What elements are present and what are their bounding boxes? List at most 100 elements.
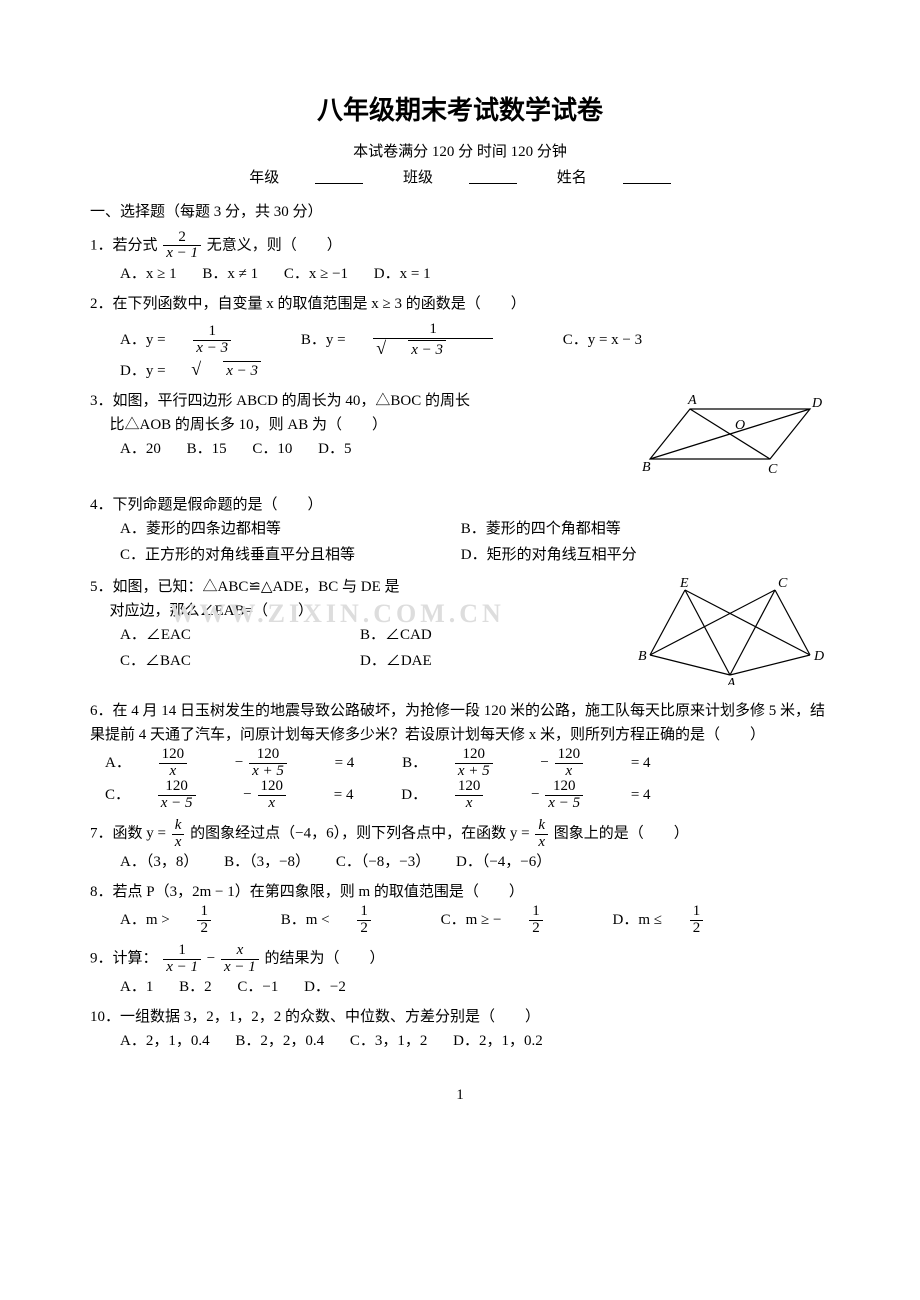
q10-opt-c: C．3，1，2	[350, 1029, 428, 1053]
svg-text:C: C	[768, 462, 778, 477]
page-title: 八年级期末考试数学试卷	[90, 90, 830, 132]
q8-stem: 8．若点 P（3，2m − 1）在第四象限，则 m 的取值范围是（ ）	[90, 880, 830, 904]
q2-opt-b: B．y = 1 √x − 3	[301, 322, 537, 359]
question-1: 1．若分式 2 x − 1 无意义，则（ ） A．x ≥ 1 B．x ≠ 1 C…	[90, 230, 830, 287]
opt-label: B．y =	[301, 328, 346, 352]
q4-opt-a: A．菱形的四条边都相等	[120, 517, 461, 541]
q3-opt-d: D．5	[318, 437, 351, 461]
svg-text:D: D	[811, 396, 822, 411]
sqrt: √x − 3	[376, 339, 468, 359]
opt-label: D．	[401, 783, 427, 807]
q3-opt-c: C．10	[252, 437, 292, 461]
svg-text:E: E	[679, 576, 689, 591]
q6-opt-a: A． 120x − 120x + 5 = 4	[105, 747, 376, 780]
numerator: 2	[163, 230, 201, 247]
question-6: 6．在 4 月 14 日玉树发生的地震导致公路破坏，为抢修一段 120 米的公路…	[90, 699, 830, 812]
q9-stem-b: 的结果为（ ）	[265, 951, 385, 967]
denominator: x − 1	[163, 246, 201, 262]
subtitle: 本试卷满分 120 分 时间 120 分钟	[90, 140, 830, 164]
q10-opt-b: B．2，2，0.4	[235, 1029, 324, 1053]
q2-stem: 2．在下列函数中，自变量 x 的取值范围是 x ≥ 3 的函数是（ ）	[90, 292, 830, 316]
opt-label: D．m ≤	[612, 908, 661, 932]
minus: −	[207, 951, 219, 967]
q7-opt-c: C．（−8，−3）	[336, 850, 430, 874]
sqrt: √x − 3	[191, 359, 283, 383]
q6-opt-c: C． 120x − 5 − 120x = 4	[105, 779, 375, 812]
svg-text:C: C	[778, 576, 788, 591]
q4-opt-c: C．正方形的对角线垂直平分且相等	[120, 543, 461, 567]
svg-text:A: A	[687, 393, 697, 408]
page-number: 1	[90, 1083, 830, 1107]
svg-text:B: B	[642, 460, 651, 475]
q9-stem-a: 9．计算：	[90, 951, 158, 967]
q3-opt-a: A．20	[120, 437, 161, 461]
q9-opt-b: B．2	[179, 975, 212, 999]
eq: = 4	[631, 783, 651, 807]
fraction: 1 x − 3	[193, 324, 253, 357]
q4-stem: 4．下列命题是假命题的是（ ）	[90, 493, 830, 517]
q5-figure: E C B D A	[630, 575, 830, 693]
q1-stem-a: 1．若分式	[90, 237, 158, 253]
q4-opt-b: B．菱形的四个角都相等	[461, 517, 802, 541]
question-10: 10．一组数据 3，2，1，2，2 的众数、中位数、方差分别是（ ） A．2，1…	[90, 1005, 830, 1053]
question-3: 3．如图，平行四边形 ABCD 的周长为 40，△BOC 的周长 比△AOB 的…	[90, 389, 830, 487]
question-4: 4．下列命题是假命题的是（ ） A．菱形的四条边都相等 B．菱形的四个角都相等 …	[90, 493, 830, 569]
svg-text:B: B	[638, 649, 647, 664]
svg-text:D: D	[813, 649, 824, 664]
q6-opt-d: D． 120x − 120x − 5 = 4	[401, 779, 672, 812]
q3-line2: 比△AOB 的周长多 10，则 AB 为（ ）	[110, 413, 631, 437]
blank	[469, 169, 517, 184]
denominator: x − 3	[193, 341, 231, 357]
q10-opt-a: A．2，1，0.4	[120, 1029, 210, 1053]
q9-opt-d: D．−2	[304, 975, 346, 999]
opt-label: C．	[105, 783, 130, 807]
question-5: 5．如图，已知：△ABC≌△ADE，BC 与 DE 是 对应边，那么∠EAB=（…	[90, 575, 830, 693]
fraction: 2 x − 1	[163, 230, 201, 263]
q7-stem-b: 的图象经过点（−4，6），则下列各点中，在函数 y =	[190, 826, 533, 842]
q5-opt-c: C．∠BAC	[120, 649, 360, 673]
q5-opt-d: D．∠DAE	[360, 649, 600, 673]
q6-opt-b: B． 120x + 5 − 120x = 4	[402, 747, 672, 780]
denominator: √x − 3	[373, 339, 493, 359]
q7-opt-a: A．（3，8）	[120, 850, 198, 874]
q2-opt-d: D．y = √x − 3	[120, 359, 305, 383]
numerator: 1	[193, 324, 231, 341]
opt-label: C．m ≥ −	[441, 908, 502, 932]
q5-line1: 5．如图，已知：△ABC≌△ADE，BC 与 DE 是	[90, 575, 620, 599]
opt-label: A．y =	[120, 328, 166, 352]
section-1-heading: 一、选择题（每题 3 分，共 30 分）	[90, 200, 830, 224]
blank	[623, 169, 671, 184]
student-fields: 年级 班级 姓名	[90, 166, 830, 190]
q8-opt-d: D．m ≤ 12	[612, 904, 747, 937]
q7-stem-c: 图象上的是（ ）	[554, 826, 689, 842]
opt-label: A．	[105, 751, 131, 775]
q4-opt-d: D．矩形的对角线互相平分	[461, 543, 802, 567]
svg-text:A: A	[726, 676, 736, 685]
question-2: 2．在下列函数中，自变量 x 的取值范围是 x ≥ 3 的函数是（ ） A．y …	[90, 292, 830, 383]
q3-line1: 3．如图，平行四边形 ABCD 的周长为 40，△BOC 的周长	[90, 389, 630, 413]
q1-opt-d: D．x = 1	[374, 262, 431, 286]
q10-opt-d: D．2，1，0.2	[453, 1029, 543, 1053]
q1-opt-c: C．x ≥ −1	[284, 262, 348, 286]
q8-opt-c: C．m ≥ − 12	[441, 904, 587, 937]
question-9: 9．计算： 1x − 1 − xx − 1 的结果为（ ） A．1 B．2 C．…	[90, 943, 830, 1000]
field-name: 姓名	[557, 166, 587, 190]
q2-opt-a: A．y = 1 x − 3	[120, 324, 275, 357]
q2-opt-c: C．y = x − 3	[563, 328, 642, 352]
q1-opt-a: A．x ≥ 1	[120, 262, 177, 286]
field-class: 班级	[403, 166, 433, 190]
q5-opt-a: A．∠EAC	[120, 623, 360, 647]
eq: = 4	[631, 751, 651, 775]
q8-opt-b: B．m < 12	[281, 904, 415, 937]
blank	[315, 169, 363, 184]
q7-opt-d: D．（−4，−6）	[456, 850, 551, 874]
den-expr: x − 1	[166, 245, 198, 261]
eq: = 4	[334, 783, 354, 807]
opt-label: B．m <	[281, 908, 330, 932]
q6-stem: 6．在 4 月 14 日玉树发生的地震导致公路破坏，为抢修一段 120 米的公路…	[90, 699, 830, 747]
q9-opt-c: C．−1	[237, 975, 278, 999]
q1-stem-b: 无意义，则（ ）	[207, 237, 342, 253]
q5-opt-b: B．∠CAD	[360, 623, 600, 647]
q3-opt-b: B．15	[187, 437, 227, 461]
q8-opt-a: A．m > 12	[120, 904, 255, 937]
